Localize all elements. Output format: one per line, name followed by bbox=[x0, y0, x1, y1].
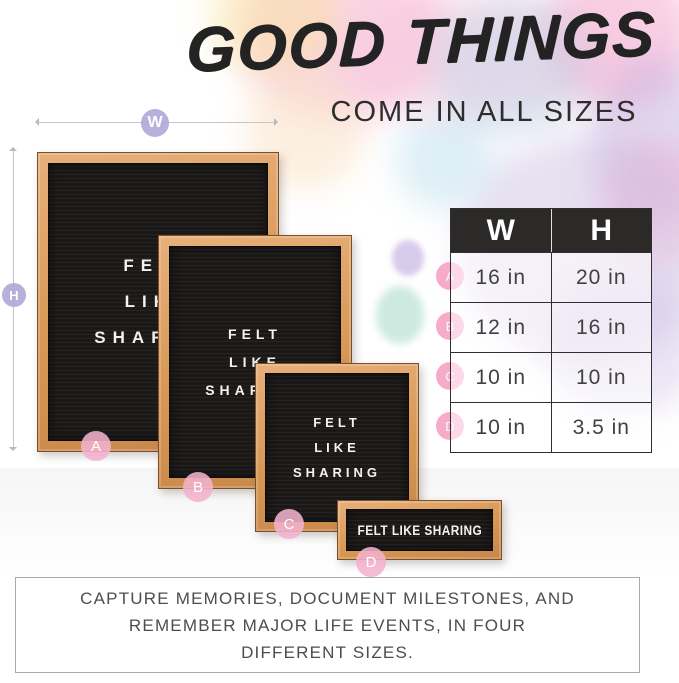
page-title: GOOD THINGS bbox=[184, 0, 658, 86]
board-b-label-badge: B bbox=[183, 472, 213, 502]
table-row: 12 in 16 in bbox=[451, 302, 651, 352]
size-table-header: W H bbox=[451, 209, 651, 252]
felt-surface-d: FELT LIKE SHARING bbox=[346, 509, 493, 551]
width-dimension-badge: W bbox=[141, 109, 169, 137]
table-row: 10 in 3.5 in bbox=[451, 402, 651, 452]
caption-line-1: CAPTURE MEMORIES, DOCUMENT MILESTONES, A… bbox=[80, 588, 575, 608]
board-c-label-badge: C bbox=[274, 509, 304, 539]
cell-a-width: 16 in bbox=[475, 265, 527, 289]
caption-line-3: DIFFERENT SIZES. bbox=[241, 642, 414, 662]
board-c-line-2: LIKE bbox=[314, 440, 360, 455]
cell-c-width: 10 in bbox=[475, 365, 527, 389]
cell-d-width: 10 in bbox=[475, 415, 527, 439]
size-table: W H 16 in 20 in 12 in 16 in 10 in 10 in … bbox=[450, 208, 652, 453]
table-row: 16 in 20 in bbox=[451, 252, 651, 302]
cell-d-height: 3.5 in bbox=[550, 403, 652, 452]
board-d-line-1: FELT LIKE SHARING bbox=[357, 522, 482, 538]
board-d-label-badge: D bbox=[356, 547, 386, 577]
felt-surface-c: FELT LIKE SHARING bbox=[265, 373, 409, 522]
height-dimension-badge: H bbox=[2, 283, 26, 307]
cell-c-height: 10 in bbox=[550, 353, 652, 402]
table-row: 10 in 10 in bbox=[451, 352, 651, 402]
watercolor-blob-lilac-drop bbox=[392, 240, 424, 276]
letter-board-c: FELT LIKE SHARING bbox=[255, 363, 419, 532]
caption-box: CAPTURE MEMORIES, DOCUMENT MILESTONES, A… bbox=[15, 577, 640, 673]
board-c-line-1: FELT bbox=[313, 415, 361, 430]
watercolor-blob-lavender bbox=[590, 55, 679, 225]
page-subtitle: COME IN ALL SIZES bbox=[330, 96, 638, 128]
board-c-line-3: SHARING bbox=[293, 465, 381, 480]
cell-b-width: 12 in bbox=[475, 315, 527, 339]
watercolor-blob-mint bbox=[376, 286, 424, 344]
cell-b-height: 16 in bbox=[550, 303, 652, 352]
caption-line-2: REMEMBER MAJOR LIFE EVENTS, IN FOUR bbox=[128, 615, 527, 635]
column-header-height: H bbox=[550, 209, 652, 252]
letter-board-d: FELT LIKE SHARING bbox=[337, 500, 502, 560]
column-header-width: W bbox=[486, 213, 515, 247]
cell-a-height: 20 in bbox=[550, 253, 652, 302]
board-a-label-badge: A bbox=[81, 431, 111, 461]
board-b-line-1: FELT bbox=[228, 326, 282, 342]
